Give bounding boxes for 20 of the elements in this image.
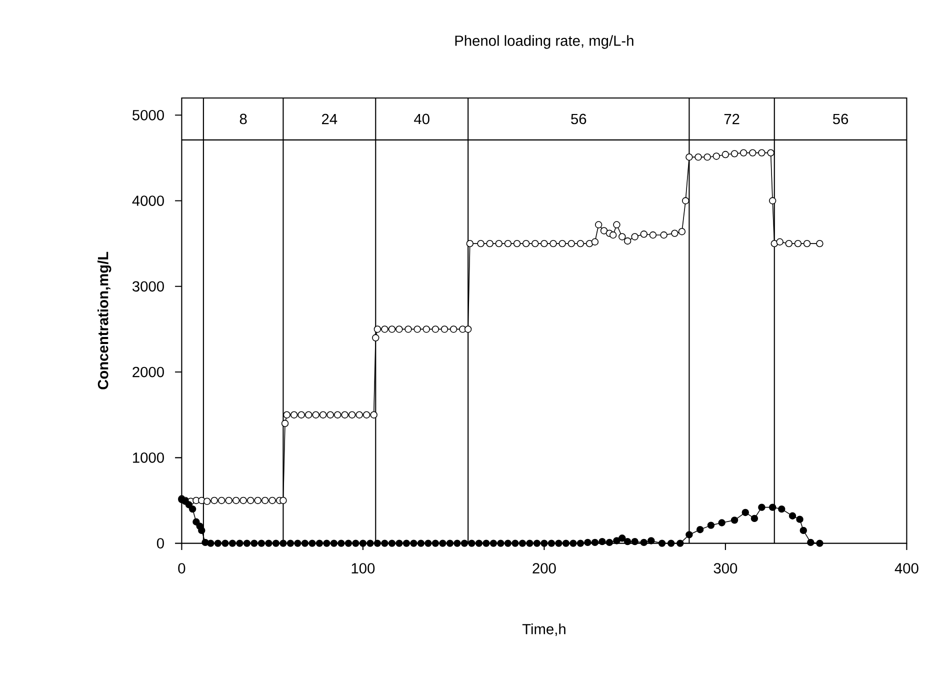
chart-title: Phenol loading rate, mg/L-h [455, 35, 634, 49]
x-tick-label: 200 [532, 563, 556, 574]
y-tick-label: 1000 [133, 452, 164, 463]
x-tick-label: 100 [352, 563, 375, 574]
annotation: 72 [724, 114, 740, 124]
y-tick-label: 5000 [132, 110, 164, 120]
y-tick-label: 0 [156, 538, 164, 548]
annotation: 56 [571, 114, 586, 124]
y-axis-title: Concentration,mg/L [97, 252, 112, 390]
annotation: 40 [414, 114, 430, 124]
x-tick-label: 0 [178, 563, 186, 574]
y-tick-label: 4000 [132, 196, 164, 206]
x-axis-title: Time,h [522, 624, 566, 636]
y-tick-label: 2000 [132, 366, 164, 378]
annotation: 8 [240, 114, 247, 124]
annotation: 24 [322, 114, 338, 124]
x-tick-label: 400 [894, 563, 918, 574]
annotation: 56 [832, 114, 848, 124]
y-tick-label: 3000 [132, 281, 164, 292]
x-tick-label: 300 [714, 563, 738, 574]
